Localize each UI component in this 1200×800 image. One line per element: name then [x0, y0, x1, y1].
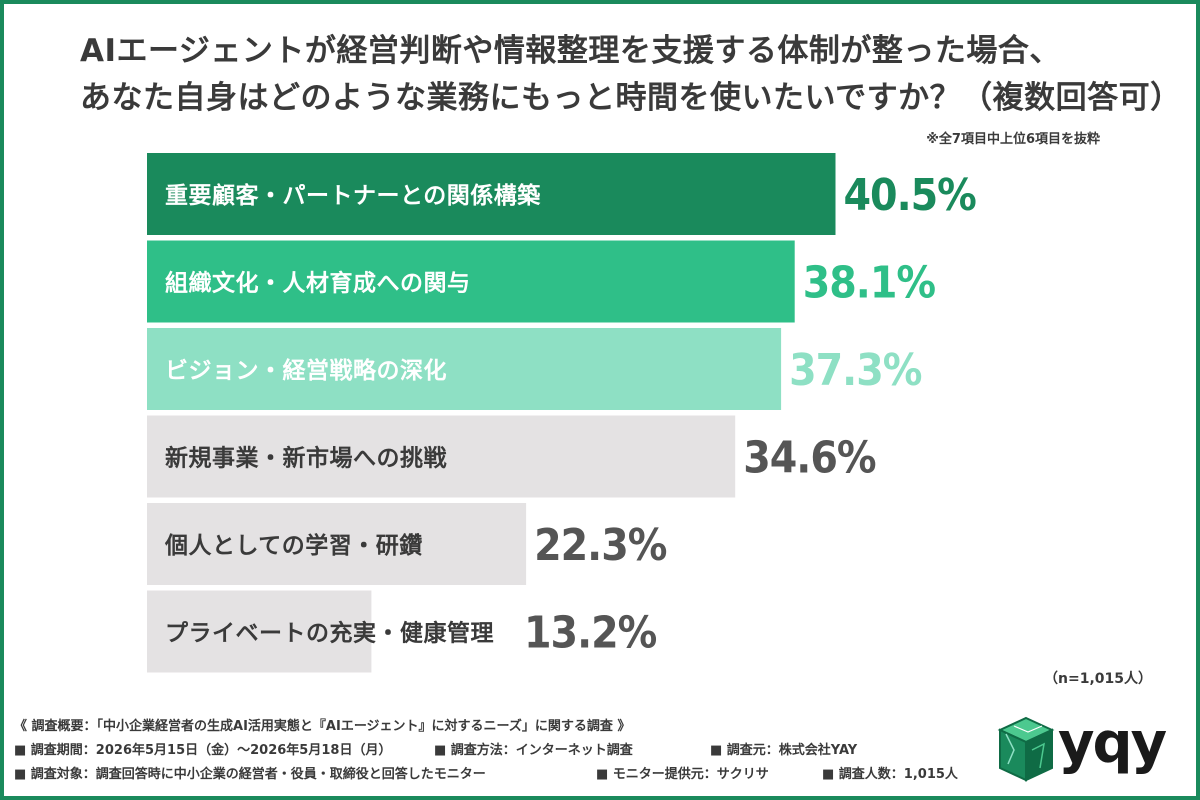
survey-target: ■ 調査対象：調査回答時に中小企業の経営者・役員・取締役と回答したモニター — [14, 767, 486, 782]
category-label-3: ビジョン・経営戦略の深化 — [165, 357, 447, 384]
bar-5 — [147, 503, 527, 585]
excerpt-note: ※全7項目中上位6項目を抜粋 — [926, 132, 1100, 147]
logo-wordmark: yqy — [1058, 711, 1167, 776]
bar-4 — [147, 415, 736, 498]
survey-period: ■ 調査期間：2026年5月15日（金）〜2026年5月18日（月） — [14, 743, 392, 758]
title-line-2: あなた自身はどのような業務にもっと時間を使いたいですか？（複数回答可） — [80, 80, 1182, 116]
category-label-4: 新規事業・新市場への挑戦 — [165, 445, 447, 472]
survey-method: ■ 調査方法：インターネット調査 — [434, 743, 633, 758]
value-label-2: 38.1% — [803, 258, 936, 309]
survey-footer: 《 調査概要：「中小企業経営者の生成AI活用実態と『AIエージェント』に対するニ… — [14, 715, 974, 787]
bar-1 — [147, 153, 836, 235]
value-label-3: 37.3% — [789, 345, 922, 396]
value-label-1: 40.5% — [844, 170, 977, 221]
survey-overview: 《 調査概要：「中小企業経営者の生成AI活用実態と『AIエージェント』に対するニ… — [14, 719, 631, 734]
bar-3 — [147, 328, 782, 410]
survey-source: ■ 調査元：株式会社YAY — [710, 743, 858, 758]
value-label-6: 13.2% — [524, 608, 657, 659]
category-label-5: 個人としての学習・研鑽 — [164, 532, 423, 559]
category-label-6: プライベートの充実・健康管理 — [165, 620, 494, 647]
value-label-4: 34.6% — [743, 433, 876, 484]
title-line-1: AIエージェントが経営判断や情報整理を支援する体制が整った場合、 — [80, 33, 1061, 69]
category-label-2: 組織文化・人材育成への関与 — [165, 270, 471, 297]
yay-logo — [997, 716, 1055, 782]
bar-6 — [147, 590, 372, 673]
survey-provider: ■ モニター提供元：サクリサ — [596, 767, 769, 782]
value-label-5: 22.3% — [534, 520, 667, 571]
cube-icon — [997, 716, 1055, 782]
category-label-1: 重要顧客・パートナーとの関係構築 — [165, 182, 541, 209]
chart-title: AIエージェントが経営判断や情報整理を支援する体制が整った場合、 あなた自身はど… — [80, 28, 1182, 122]
bar-2 — [147, 240, 795, 323]
survey-count: ■ 調査人数：1,015人 — [822, 767, 958, 782]
sample-size-label: （n=1,015人） — [1044, 671, 1152, 687]
